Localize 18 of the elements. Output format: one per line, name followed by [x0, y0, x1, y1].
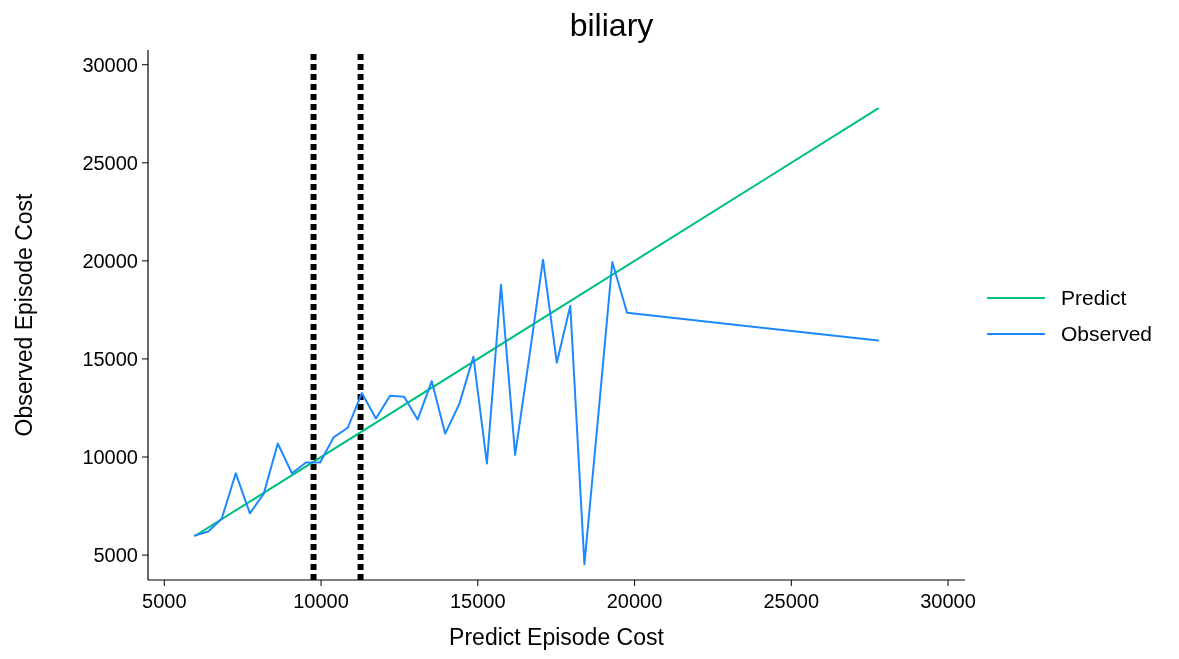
x-tick-label: 25000 [763, 590, 820, 612]
x-tick-label: 15000 [450, 590, 506, 612]
y-tick-label: 10000 [82, 446, 138, 469]
y-tick-label: 30000 [82, 53, 138, 76]
y-tick-label: 25000 [82, 151, 138, 174]
legend-label: Predict [1061, 286, 1127, 310]
chart-title: biliary [569, 7, 654, 43]
x-axis-title: Predict Episode Cost [449, 624, 665, 650]
x-tick-label: 30000 [920, 590, 976, 612]
y-axis-title: Observed Episode Cost [11, 192, 37, 437]
legend-label: Observed [1061, 322, 1153, 346]
x-tick-label: 20000 [606, 590, 663, 612]
x-tick-label: 10000 [293, 590, 349, 612]
y-tick-label: 15000 [82, 347, 138, 370]
y-tick-label: 20000 [82, 249, 138, 272]
line-series [193, 258, 880, 566]
x-tick-label: 5000 [142, 590, 187, 612]
y-tick-label: 5000 [93, 544, 138, 567]
